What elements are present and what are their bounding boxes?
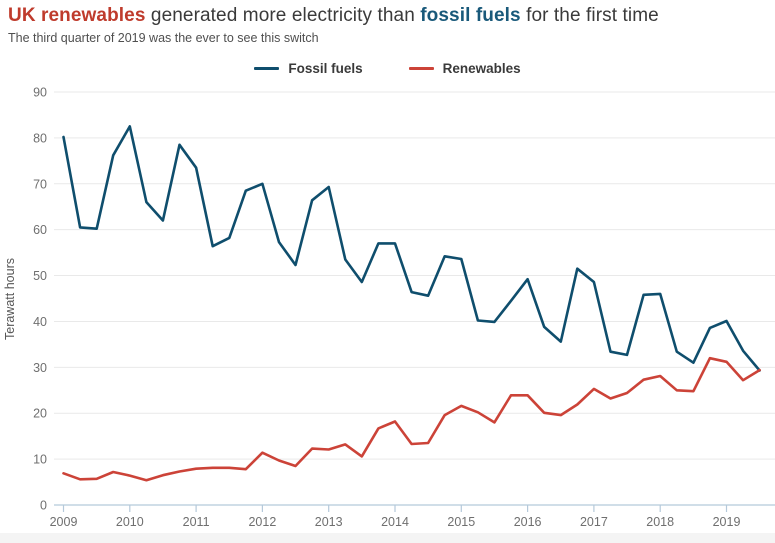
y-tick-label-60: 60 xyxy=(33,223,47,237)
y-tick-label-80: 80 xyxy=(33,131,47,145)
x-tick-label-2009: 2009 xyxy=(50,515,78,529)
chart-subtitle: The third quarter of 2019 was the ever t… xyxy=(8,31,319,45)
x-tick-label-2012: 2012 xyxy=(248,515,276,529)
x-tick-label-2016: 2016 xyxy=(514,515,542,529)
x-tick-label-2014: 2014 xyxy=(381,515,409,529)
fossil-fuels-line-swatch xyxy=(254,67,280,70)
x-tick-label-2019: 2019 xyxy=(713,515,741,529)
legend-label-fossil-fuels: Fossil fuels xyxy=(288,61,363,76)
title-highlight-fossil: fossil fuels xyxy=(420,5,521,26)
y-tick-label-50: 50 xyxy=(33,269,47,283)
y-tick-label-40: 40 xyxy=(33,315,47,329)
x-tick-label-2010: 2010 xyxy=(116,515,144,529)
y-tick-label-0: 0 xyxy=(40,499,47,513)
renewables-line xyxy=(62,356,761,482)
legend-item-fossil-fuels: Fossil fuels xyxy=(254,61,363,76)
chart-legend: Fossil fuels Renewables xyxy=(0,61,775,76)
y-axis-title: Terawatt hours xyxy=(3,258,17,340)
chart-title: UK renewables generated more electricity… xyxy=(8,4,768,28)
x-tick-label-2017: 2017 xyxy=(580,515,608,529)
footer-strip xyxy=(0,533,775,543)
y-tick-label-90: 90 xyxy=(33,85,47,99)
title-highlight-renewables: UK renewables xyxy=(8,5,146,26)
fossil-fuels-line xyxy=(62,125,761,372)
y-tick-label-20: 20 xyxy=(33,407,47,421)
title-text-middle: generated more electricity than xyxy=(145,5,421,26)
renewables-line-swatch xyxy=(408,67,434,70)
x-tick-label-2013: 2013 xyxy=(315,515,343,529)
x-tick-label-2015: 2015 xyxy=(447,515,475,529)
legend-item-renewables: Renewables xyxy=(408,61,521,76)
y-tick-label-30: 30 xyxy=(33,361,47,375)
y-tick-label-10: 10 xyxy=(33,453,47,467)
legend-label-renewables: Renewables xyxy=(442,61,521,76)
title-text-end: for the first time xyxy=(520,5,659,26)
x-tick-label-2018: 2018 xyxy=(646,515,674,529)
x-tick-label-2011: 2011 xyxy=(183,515,210,529)
y-tick-label-70: 70 xyxy=(33,177,47,191)
